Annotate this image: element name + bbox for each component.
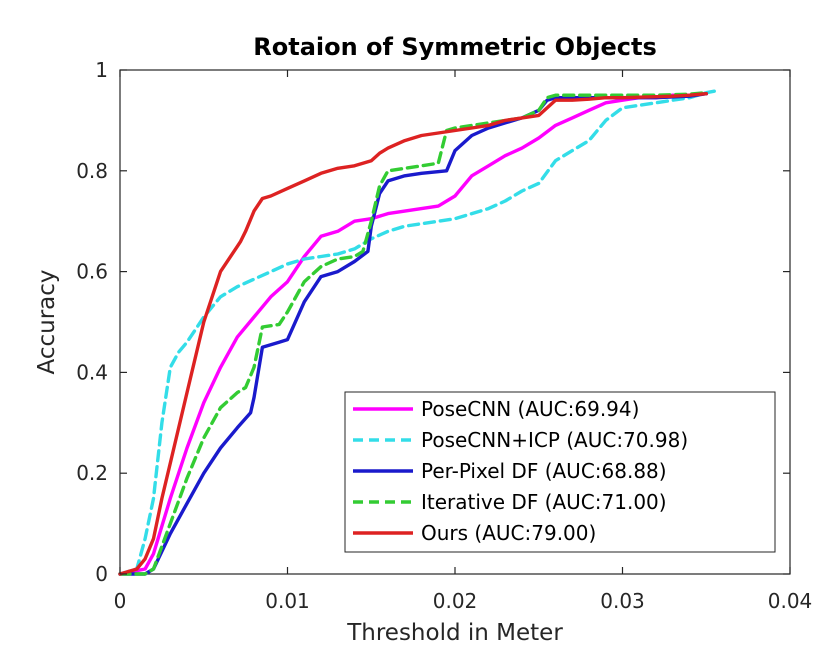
y-tick-label: 0.6 bbox=[76, 260, 108, 284]
legend-item: Per-Pixel DF (AUC:68.88) bbox=[353, 459, 667, 483]
x-tick-label: 0.01 bbox=[265, 589, 310, 613]
y-tick-label: 0.4 bbox=[76, 360, 108, 384]
legend-label: Ours (AUC:79.00) bbox=[421, 521, 596, 545]
x-tick-label: 0.02 bbox=[433, 589, 478, 613]
x-tick-label: 0.03 bbox=[600, 589, 645, 613]
legend-item: Ours (AUC:79.00) bbox=[353, 521, 596, 545]
legend-box bbox=[344, 391, 776, 553]
axis-layer: 0 0.01 0.02 0.03 0.04 0 0.2 0.4 0.6 0.8 1 bbox=[76, 58, 812, 613]
y-tick-label: 0.8 bbox=[76, 159, 108, 183]
legend-item: Iterative DF (AUC:71.00) bbox=[353, 490, 667, 514]
series-layer bbox=[118, 88, 722, 576]
chart-title: Rotaion of Symmetric Objects bbox=[253, 33, 657, 61]
series-line-ours bbox=[118, 92, 708, 576]
legend-entries: PoseCNN (AUC:69.94) PoseCNN+ICP (AUC:70.9… bbox=[353, 397, 688, 545]
legend-item: PoseCNN (AUC:69.94) bbox=[353, 397, 639, 421]
series-line-iterative-df bbox=[118, 91, 708, 576]
y-tick-label: 0.2 bbox=[76, 461, 108, 485]
x-tick-label: 0 bbox=[114, 589, 127, 613]
legend-label: PoseCNN (AUC:69.94) bbox=[421, 397, 639, 421]
x-tick-label: 0.04 bbox=[768, 589, 813, 613]
legend-label: Per-Pixel DF (AUC:68.88) bbox=[421, 459, 667, 483]
x-axis-label: Threshold in Meter bbox=[346, 620, 563, 646]
series-line-posecnn bbox=[118, 92, 708, 576]
legend: PoseCNN (AUC:69.94) PoseCNN+ICP (AUC:70.9… bbox=[344, 391, 776, 553]
legend-label: PoseCNN+ICP (AUC:70.98) bbox=[421, 428, 688, 452]
series-line-posecnn-icp bbox=[118, 88, 722, 576]
y-axis-label: Accuracy bbox=[34, 269, 60, 374]
y-tick-label: 0 bbox=[95, 562, 108, 586]
y-tick-label: 1 bbox=[95, 58, 108, 82]
legend-label: Iterative DF (AUC:71.00) bbox=[421, 490, 667, 514]
legend-item: PoseCNN+ICP (AUC:70.98) bbox=[353, 428, 688, 452]
